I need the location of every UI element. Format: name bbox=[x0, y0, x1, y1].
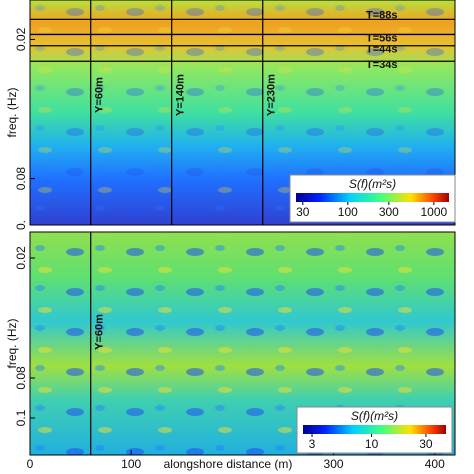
position-label: Y=140m bbox=[175, 74, 187, 116]
colorbar bbox=[303, 425, 446, 434]
panel-frame bbox=[29, 231, 456, 456]
y-tick-label: 0. bbox=[14, 220, 28, 230]
x-tick-label: 100 bbox=[121, 457, 141, 471]
y-tick-label: 0.08 bbox=[14, 167, 28, 191]
colorbar bbox=[296, 193, 449, 202]
colorbar-tick-label: 100 bbox=[338, 205, 358, 219]
position-label: Y=230m bbox=[266, 74, 278, 116]
position-label: Y=60m bbox=[94, 77, 106, 113]
y-tick-label: 0.02 bbox=[14, 246, 28, 270]
y-axis-label: freq. (Hz) bbox=[5, 318, 19, 368]
colorbar-tick-label: 30 bbox=[419, 437, 433, 451]
period-label: T=56s bbox=[366, 32, 398, 44]
x-tick-label: 400 bbox=[425, 457, 445, 471]
y-tick-label: 0.1 bbox=[14, 409, 28, 426]
colorbar-tick-label: 3 bbox=[309, 437, 316, 451]
colorbar-tick-label: 10 bbox=[365, 437, 379, 451]
position-label: Y=60m bbox=[94, 314, 106, 350]
panel-frame bbox=[29, 0, 456, 226]
colorbar-label: S(f)(m²s) bbox=[349, 177, 396, 191]
x-axis-label: alongshore distance (m) bbox=[164, 457, 293, 471]
x-tick-label: 0 bbox=[27, 457, 34, 471]
y-tick-label: 0.08 bbox=[14, 366, 28, 390]
period-label: T=44s bbox=[366, 44, 398, 56]
y-tick-label: 0.02 bbox=[14, 27, 28, 51]
colorbar-label: S(f)(m²s) bbox=[351, 409, 398, 423]
colorbar-tick-label: 1000 bbox=[420, 205, 447, 219]
colorbar-tick-label: 300 bbox=[379, 205, 399, 219]
period-label: T=34s bbox=[366, 59, 398, 71]
x-tick-label: 300 bbox=[324, 457, 344, 471]
y-axis-label: freq. (Hz) bbox=[5, 87, 19, 137]
colorbar-tick-label: 30 bbox=[296, 205, 310, 219]
period-label: T=88s bbox=[366, 9, 398, 21]
